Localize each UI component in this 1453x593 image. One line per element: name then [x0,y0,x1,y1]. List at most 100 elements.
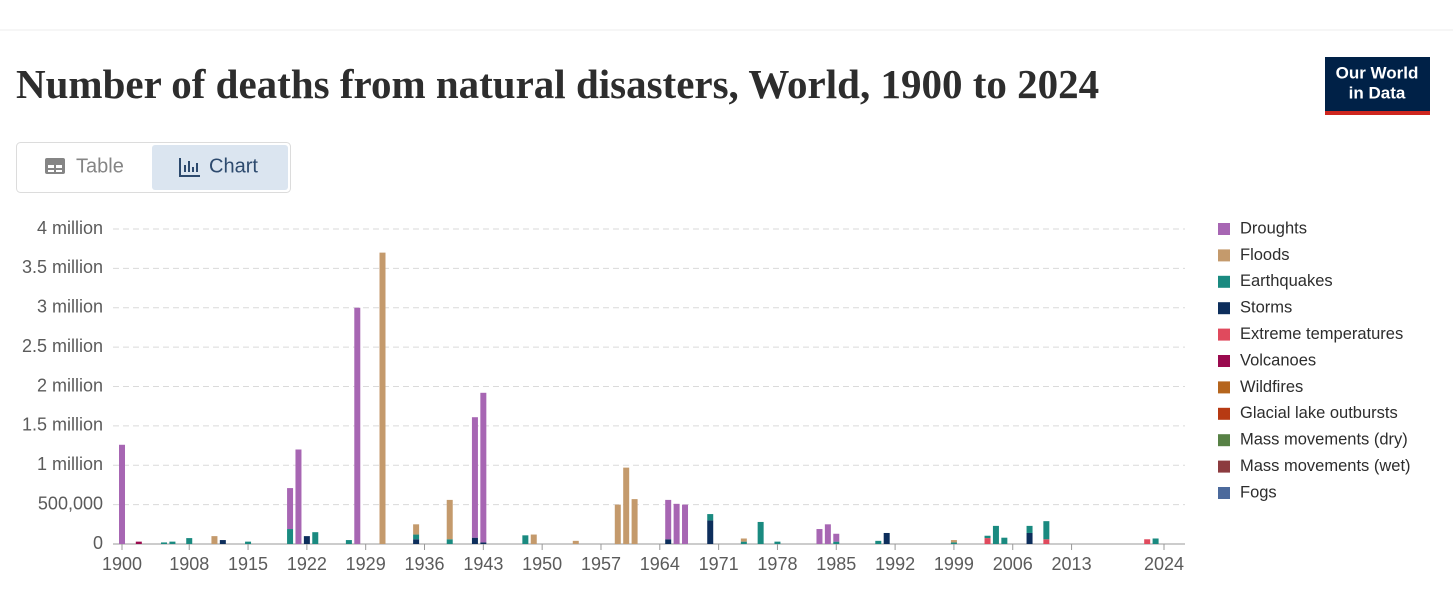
x-tick-label: 1908 [169,554,209,574]
x-tick-label: 1936 [404,554,444,574]
x-tick-label: 2006 [993,554,1033,574]
y-tick-label: 2.5 million [22,336,103,356]
bar-segment [413,534,420,540]
logo[interactable]: Our World in Data [1325,57,1430,115]
bar-segment [707,520,714,544]
legend-label: Wildfires [1240,378,1303,396]
x-tick-label: 1964 [640,554,680,574]
chart-icon [179,158,200,177]
tab-selected-bg[interactable] [152,145,288,190]
plot: 0 500,000 1 million 1.5 million 2 million 2.5… [22,218,1411,574]
bar-segment [665,539,672,544]
bar-segment [707,514,714,521]
bar-segment [992,525,999,544]
bar-segment [740,541,747,544]
bar-segment [219,540,226,544]
x-tick-label: 1999 [934,554,974,574]
bar-segment [287,529,294,544]
logo-stripe [1325,111,1430,115]
x-tick-label: 1971 [699,554,739,574]
y-tick-label: 1 million [37,454,103,474]
bar-segment [295,449,302,544]
x-tick-label: 1915 [228,554,268,574]
bar-segment [984,535,991,539]
bar-segment [245,541,252,544]
bar-segment [522,535,529,544]
bar-segment [833,541,840,544]
bar-segment [1001,537,1008,544]
table-tab[interactable]: Table [45,155,124,177]
x-tick-label: 2024 [1144,554,1184,574]
legend-label: Droughts [1240,219,1307,237]
bar-segment [950,540,957,543]
y-tick-label: 3.5 million [22,257,103,277]
bar-segment [774,541,781,544]
y-tick-label: 3 million [37,297,103,317]
legend-swatch [1218,249,1230,262]
legend-label: Storms [1240,299,1292,317]
bar-segment [480,392,487,543]
y-tick-label: 0 [93,533,103,553]
bar-segment [186,538,193,544]
tab-label[interactable]: Table [76,155,124,177]
bar-segment [572,540,579,544]
legend-label: Mass movements (wet) [1240,457,1411,475]
legend-swatch [1218,302,1230,315]
y-tick-label: 1.5 million [22,415,103,435]
bar-segment [673,503,680,544]
bar-segment [1144,539,1151,544]
legend-label: Floods [1240,246,1290,264]
bar-segment [950,542,957,544]
x-tick-label: 2013 [1052,554,1092,574]
bar-segment [883,532,890,544]
bar-segment [345,540,352,544]
x-tick-label: 1957 [581,554,621,574]
legend-swatch [1218,487,1230,499]
x-tick-label: 1985 [816,554,856,574]
tab-label[interactable]: Chart [209,155,258,177]
bar-segment [824,524,831,544]
bar-segment [875,540,882,544]
legend-label: Extreme temperatures [1240,325,1403,343]
chart-icon-bars [184,161,198,172]
bar-segment [169,541,176,544]
x-tick-label: 1929 [346,554,386,574]
x-tick-label: 1922 [287,554,327,574]
legend-swatch [1218,381,1230,394]
logo-box[interactable] [1325,57,1430,111]
x-tick-label: 1900 [102,554,142,574]
y-tick-label: 2 million [37,375,103,395]
legend-swatch [1218,355,1230,367]
logo-text: in Data [1349,83,1406,102]
chart-tab[interactable]: Chart [152,145,288,190]
legend-swatch [1218,460,1230,473]
bar-segment [413,539,420,544]
legend-label: Mass movements (dry) [1240,431,1408,449]
bar-segment [471,417,478,538]
bar-segment [816,529,823,544]
x-tick-label: 1992 [875,554,915,574]
bar-segment [757,521,764,544]
bar-segment [984,538,991,544]
x-tick-label: 1943 [463,554,503,574]
bar-segment [287,488,294,530]
bar-segment [631,499,638,544]
bar-segment [623,467,630,544]
bar-segment [471,537,478,544]
table-icon-cell [56,165,62,168]
bar-segment [446,539,453,544]
legend-label: Glacial lake outbursts [1240,404,1398,422]
x-tick-label: 1978 [757,554,797,574]
legend-label: Earthquakes [1240,272,1333,290]
bar-segment [614,504,621,544]
y-tick-label: 4 million [37,218,103,238]
bar-segment [665,499,672,540]
bar-segment [833,533,840,542]
bar-segment [530,534,537,544]
chart-title: Number of deaths from natural disasters,… [16,61,1099,107]
bar-segment [446,499,453,540]
bar-segment [161,542,168,544]
table-icon-cell [48,165,54,168]
bar-segment [1026,525,1033,533]
legend-label: Fogs [1240,483,1277,501]
